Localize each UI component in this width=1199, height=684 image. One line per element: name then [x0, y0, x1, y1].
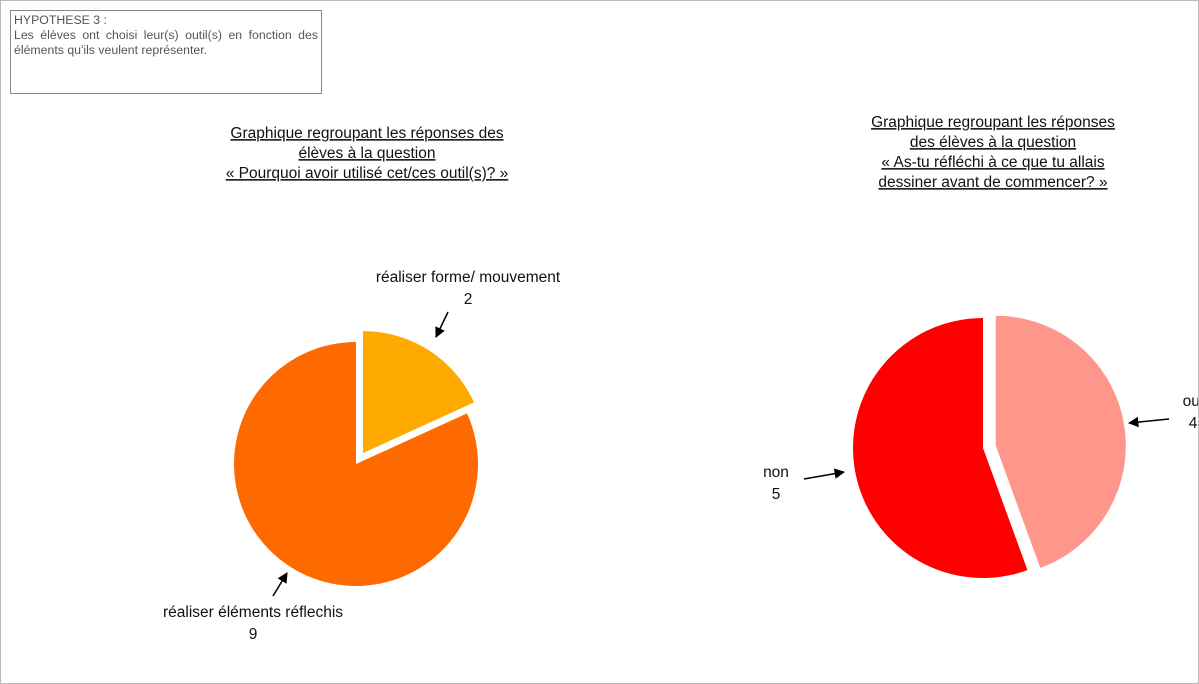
- slice-value: 4: [1189, 415, 1198, 432]
- slice-label: réaliser éléments réflechis: [163, 604, 343, 621]
- label-arrow: [435, 311, 449, 338]
- chart-title: « As-tu réfléchi à ce que tu allais: [881, 154, 1104, 171]
- chart-title: Graphique regroupant les réponses: [871, 114, 1115, 131]
- pie-slice: [233, 342, 478, 586]
- chart-title: des élèves à la question: [910, 134, 1076, 151]
- note-heading: HYPOTHESE 3 :: [14, 13, 107, 27]
- note-text: Les élèves ont choisi leur(s) outil(s) e…: [14, 28, 318, 57]
- chart-title: « Pourquoi avoir utilisé cet/ces outil(s…: [226, 165, 509, 182]
- slice-label: oui: [1183, 393, 1198, 410]
- label-arrow: [1127, 416, 1170, 428]
- pie-slice: [852, 318, 1028, 578]
- hypothesis-box: HYPOTHESE 3 : Les élèves ont choisi leur…: [10, 10, 322, 94]
- pie-slice: [363, 331, 475, 454]
- chart-title: dessiner avant de commencer? »: [878, 174, 1107, 191]
- chart-title: élèves à la question: [298, 145, 435, 162]
- slice-value: 9: [249, 626, 258, 643]
- slice-value: 5: [772, 486, 781, 503]
- slice-label: réaliser forme/ mouvement: [376, 269, 561, 286]
- slice-value: 2: [464, 291, 473, 308]
- slice-label: non: [763, 464, 789, 481]
- chart-title: Graphique regroupant les réponses des: [230, 125, 503, 142]
- label-arrow: [803, 468, 846, 480]
- label-arrow: [272, 572, 288, 597]
- pie-slice: [995, 315, 1126, 568]
